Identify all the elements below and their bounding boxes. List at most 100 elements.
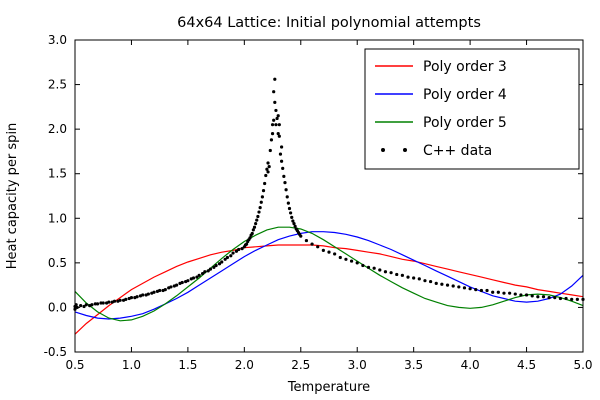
y-tick-label: 1.0 [48, 211, 67, 225]
y-tick-label: 0.0 [48, 300, 67, 314]
data-point [274, 108, 278, 113]
data-point [283, 181, 287, 185]
data-point [272, 118, 276, 122]
data-point [287, 206, 292, 211]
data-point [284, 188, 288, 192]
data-point [286, 201, 290, 205]
data-point [250, 231, 254, 236]
data-point [82, 304, 86, 309]
data-point [310, 242, 314, 246]
data-point [440, 282, 444, 286]
data-point [101, 301, 105, 305]
y-tick-label: -0.5 [44, 345, 67, 359]
axes-frame [74, 39, 584, 353]
data-point [175, 283, 179, 287]
data-point [349, 259, 354, 263]
data-point [270, 132, 275, 136]
data-point [321, 248, 325, 252]
data-point [169, 285, 173, 289]
plot-area: 0.5 1.0 1.5 2.0 2.5 3.0 3.5 4.0 4.5 5.0 -0.5 0.0 0.5… [44, 33, 593, 372]
legend-label: Poly order 5 [423, 115, 507, 131]
data-point [79, 304, 83, 308]
data-point [208, 267, 213, 271]
y-tick-label: 1.5 [48, 167, 67, 181]
data-point [240, 246, 244, 251]
data-point [141, 293, 145, 297]
data-point [372, 266, 376, 270]
data-point [279, 159, 284, 163]
legend-label: Poly order 4 [423, 87, 507, 103]
data-point [519, 293, 523, 297]
data-point [231, 251, 235, 255]
data-point [496, 290, 500, 294]
y-tick-label: 3.0 [48, 33, 67, 47]
data-point [445, 283, 450, 287]
data-point [378, 268, 382, 272]
data-point [276, 114, 280, 118]
x-axis-label: Temperature [287, 380, 370, 395]
y-tick-label: 2.5 [48, 78, 67, 92]
data-point [273, 100, 277, 104]
data-point [502, 291, 506, 295]
data-point [275, 116, 279, 121]
series-line-2 [74, 231, 584, 320]
legend-box [364, 48, 580, 170]
data-point [244, 242, 249, 246]
data-point [256, 214, 260, 219]
data-point [217, 262, 222, 266]
data-point [158, 288, 162, 293]
data-point [268, 148, 272, 153]
data-point [263, 181, 267, 186]
data-point [423, 279, 427, 283]
data-point [197, 273, 201, 277]
data-point [195, 275, 199, 279]
data-point [248, 236, 252, 240]
data-point [304, 238, 309, 243]
legend-label: Poly order 3 [423, 59, 507, 75]
data-point [229, 254, 233, 258]
data-point [282, 174, 286, 178]
data-point [107, 300, 111, 304]
data-point [338, 255, 342, 260]
data-point [417, 277, 421, 281]
x-tick-label: 3.5 [404, 358, 423, 372]
x-tick-label: 2.0 [235, 358, 254, 372]
data-point [265, 167, 269, 171]
data-point [220, 260, 224, 264]
data-point [547, 296, 551, 300]
data-point [95, 302, 100, 306]
y-tick-label: 2.0 [48, 122, 67, 136]
data-point [277, 134, 281, 138]
data-point [84, 303, 88, 307]
x-tick-label: 0.5 [65, 358, 84, 372]
data-point [200, 271, 205, 276]
data-point [266, 161, 270, 165]
data-point [261, 189, 266, 193]
data-point [361, 263, 365, 268]
data-point [293, 224, 297, 228]
data-point [291, 219, 295, 223]
data-point [279, 145, 284, 149]
legend-label: C++ data [423, 143, 492, 159]
chart-title: 64x64 Lattice: Initial polynomial attemp… [177, 15, 481, 31]
data-point [508, 291, 512, 295]
data-point [146, 292, 150, 296]
data-point [292, 222, 296, 226]
data-point [276, 132, 280, 136]
x-tick-label: 1.5 [178, 358, 197, 372]
data-point [90, 303, 94, 307]
data-point [273, 77, 277, 81]
data-point [264, 173, 268, 178]
data-point [267, 164, 271, 169]
data-point [163, 288, 167, 292]
data-point [541, 295, 546, 299]
data-point [93, 302, 97, 306]
x-tick-label: 1.0 [122, 358, 141, 372]
data-point [225, 255, 229, 260]
x-tick-label: 4.0 [461, 358, 480, 372]
data-point [214, 263, 218, 268]
data-point [266, 170, 270, 174]
data-point [257, 210, 261, 214]
data-point [355, 261, 359, 265]
